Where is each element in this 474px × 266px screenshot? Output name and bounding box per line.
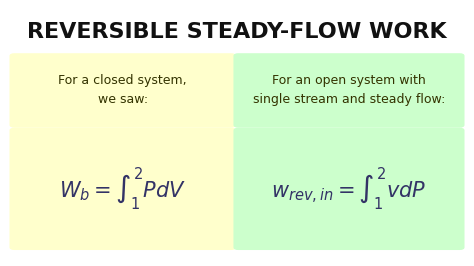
Text: For an open system with
single stream and steady flow:: For an open system with single stream an… <box>253 74 445 106</box>
Text: For a closed system,
we saw:: For a closed system, we saw: <box>58 74 187 106</box>
FancyBboxPatch shape <box>9 128 236 250</box>
FancyBboxPatch shape <box>233 53 465 128</box>
FancyBboxPatch shape <box>9 53 236 128</box>
Text: $w_{rev,in} = \int_{1}^{2} vdP$: $w_{rev,in} = \int_{1}^{2} vdP$ <box>271 165 427 212</box>
Text: REVERSIBLE STEADY-FLOW WORK: REVERSIBLE STEADY-FLOW WORK <box>27 22 447 42</box>
Text: $W_b = \int_{1}^{2} PdV$: $W_b = \int_{1}^{2} PdV$ <box>59 165 186 212</box>
FancyBboxPatch shape <box>233 128 465 250</box>
